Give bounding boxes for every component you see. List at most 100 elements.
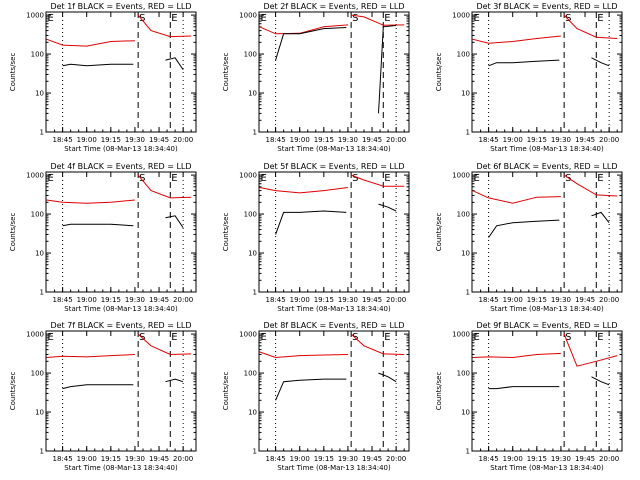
y-tick-label: 1000: [452, 12, 470, 20]
panel-det-5: Det 5f BLACK = Events, RED = LLD 1 10 100 10…: [222, 162, 410, 313]
panel-title: Det 9f BLACK = Events, RED = LLD: [476, 321, 617, 330]
marker-label: E: [171, 13, 177, 24]
x-tick-label: 18:45: [53, 136, 73, 144]
x-tick-label: 19:45: [362, 136, 382, 144]
marker-label: S: [565, 332, 571, 343]
y-tick-label: 1: [466, 289, 470, 297]
y-tick-label: 10: [35, 409, 44, 417]
panel-title: Det 1f BLACK = Events, RED = LLD: [50, 2, 191, 11]
x-axis-label: Start Time (08-Mar-13 18:34:40): [490, 305, 604, 313]
x-tick-label: 19:00: [503, 455, 523, 463]
y-tick-label: 1000: [239, 12, 257, 20]
lld-series-line: [563, 14, 618, 39]
x-tick-label: 19:45: [362, 296, 382, 304]
y-tick-label: 10: [461, 409, 470, 417]
lld-series-line: [563, 174, 618, 197]
panel-det-2: Det 2f BLACK = Events, RED = LLD 1 10 100 10…: [222, 2, 410, 153]
events-series-line: [62, 223, 134, 227]
x-axis-label: Start Time (08-Mar-13 18:34:40): [490, 145, 604, 153]
marker-label: E: [171, 173, 177, 184]
x-tick-label: 19:30: [125, 455, 145, 463]
x-tick-label: 19:00: [503, 136, 523, 144]
x-tick-label: 19:30: [338, 136, 358, 144]
marker-label: S: [139, 173, 145, 184]
x-tick-label: 18:45: [479, 136, 499, 144]
marker-label: S: [352, 13, 358, 24]
y-axis-label: Counts/sec: [9, 213, 17, 252]
x-tick-label: 19:15: [101, 455, 121, 463]
y-tick-label: 1: [253, 129, 257, 137]
y-tick-label: 1000: [452, 172, 470, 180]
x-axis-label: Start Time (08-Mar-13 18:34:40): [64, 464, 178, 472]
x-tick-label: 20:00: [386, 136, 406, 144]
marker-label: E: [48, 13, 54, 24]
x-axis-label: Start Time (08-Mar-13 18:34:40): [277, 145, 391, 153]
x-tick-label: 19:45: [362, 455, 382, 463]
events-series-line: [378, 372, 397, 383]
marker-label: E: [474, 332, 480, 343]
events-series-line: [165, 215, 184, 228]
panel-title: Det 2f BLACK = Events, RED = LLD: [263, 2, 404, 11]
marker-label: E: [48, 173, 54, 184]
panel-det-8: Det 8f BLACK = Events, RED = LLD 1 10 100 10…: [222, 321, 410, 472]
lld-series-line: [137, 174, 192, 199]
y-tick-label: 10: [461, 250, 470, 258]
marker-label: S: [139, 13, 145, 24]
x-tick-label: 20:00: [599, 296, 619, 304]
x-tick-label: 18:45: [53, 296, 73, 304]
panel-title: Det 7f BLACK = Events, RED = LLD: [50, 321, 191, 330]
panel-title: Det 6f BLACK = Events, RED = LLD: [476, 162, 617, 171]
plot-frame: [45, 330, 197, 452]
plot-frame: [258, 171, 410, 293]
y-tick-label: 1: [40, 448, 44, 456]
y-tick-label: 100: [457, 211, 470, 219]
panel-title: Det 4f BLACK = Events, RED = LLD: [50, 162, 191, 171]
y-tick-label: 1000: [239, 172, 257, 180]
y-axis-label: Counts/sec: [435, 213, 443, 252]
marker-label: E: [384, 13, 390, 24]
y-tick-label: 10: [248, 90, 257, 98]
y-tick-label: 1000: [26, 331, 44, 339]
marker-label: E: [474, 13, 480, 24]
events-series-line: [591, 376, 610, 386]
plot-frame: [45, 171, 197, 293]
events-series-line: [488, 386, 560, 390]
events-series-line: [275, 210, 347, 235]
x-tick-label: 18:45: [266, 296, 286, 304]
plot-frame: [258, 11, 410, 133]
y-tick-label: 1: [253, 289, 257, 297]
x-tick-label: 19:00: [77, 455, 97, 463]
x-axis-label: Start Time (08-Mar-13 18:34:40): [490, 464, 604, 472]
marker-label: S: [352, 173, 358, 184]
y-tick-label: 1: [466, 129, 470, 137]
x-axis-label: Start Time (08-Mar-13 18:34:40): [64, 145, 178, 153]
x-tick-label: 18:45: [266, 455, 286, 463]
x-tick-label: 19:45: [575, 455, 595, 463]
y-tick-label: 1000: [26, 12, 44, 20]
events-series-line: [165, 57, 184, 70]
y-tick-label: 1000: [26, 172, 44, 180]
x-tick-label: 19:00: [503, 296, 523, 304]
lld-series-line: [46, 38, 135, 47]
events-series-line: [591, 57, 610, 67]
events-series-line: [62, 63, 134, 67]
x-tick-label: 19:00: [290, 136, 310, 144]
events-series-line: [488, 219, 560, 238]
y-tick-label: 1: [40, 129, 44, 137]
marker-label: E: [261, 332, 267, 343]
lld-series-line: [472, 352, 561, 359]
x-tick-label: 19:30: [551, 455, 571, 463]
y-tick-label: 1: [466, 448, 470, 456]
y-axis-label: Counts/sec: [222, 213, 230, 252]
x-tick-label: 19:45: [575, 136, 595, 144]
panel-title: Det 5f BLACK = Events, RED = LLD: [263, 162, 404, 171]
x-tick-label: 19:15: [101, 296, 121, 304]
x-tick-label: 19:30: [338, 296, 358, 304]
x-tick-label: 19:30: [551, 136, 571, 144]
lld-series-line: [259, 351, 348, 359]
x-tick-label: 20:00: [386, 455, 406, 463]
events-series-line: [275, 27, 347, 61]
x-tick-label: 19:00: [77, 296, 97, 304]
plot-frame: [45, 11, 197, 133]
